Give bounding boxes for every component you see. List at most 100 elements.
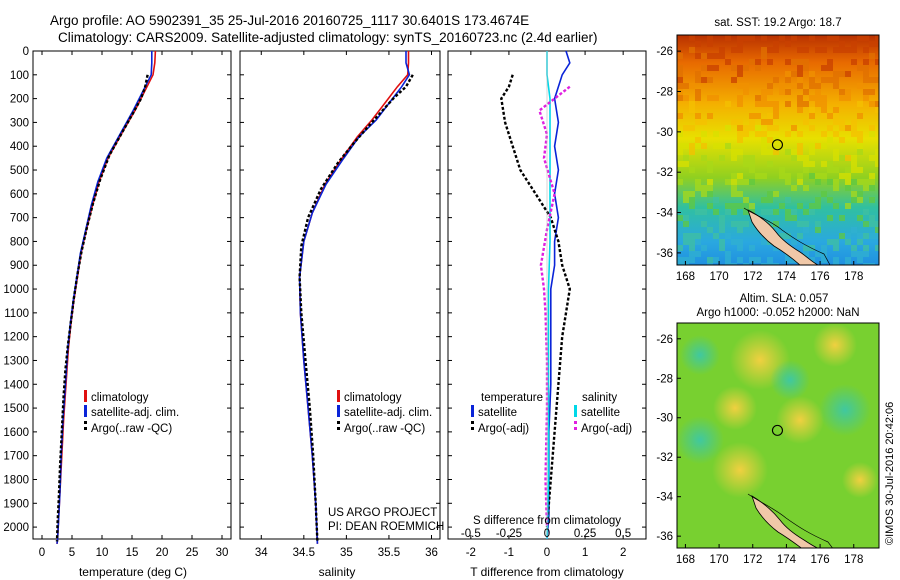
sst-pixel [701,245,707,251]
sst-pixel [851,41,857,47]
sst-pixel [683,197,689,203]
sla-map-image [677,323,879,548]
sst-pixel [803,65,809,71]
sst-pixel [695,233,701,239]
lat-tick-label: -32 [656,167,673,179]
sst-pixel [815,173,821,179]
sst-pixel [773,77,779,83]
sst-pixel [815,203,821,209]
sst-pixel [719,239,725,245]
sst-pixel [731,119,737,125]
sst-pixel [869,221,875,227]
sla-anomaly-blob [680,335,720,375]
legend-swatch-sal-argo-2 [574,427,577,430]
depth-tick-label: 100 [10,70,29,82]
sst-pixel [839,89,845,95]
sst-pixel [701,185,707,191]
sst-pixel [749,179,755,185]
s-difference-label: S difference from climatology [473,515,621,527]
sst-pixel [683,161,689,167]
sst-pixel [821,143,827,149]
sst-pixel [707,161,713,167]
sst-pixel [725,263,731,265]
sst-pixel [851,227,857,233]
sst-pixel [797,233,803,239]
sst-pixel [869,77,875,83]
sst-pixel [875,233,879,239]
sst-pixel [761,149,767,155]
sst-pixel [737,245,743,251]
sst-pixel [707,77,713,83]
sst-pixel [731,155,737,161]
sst-pixel [803,101,809,107]
sst-pixel [869,215,875,221]
difference-depth-ticks [448,50,646,528]
sst-pixel [833,83,839,89]
sst-pixel [683,221,689,227]
sst-pixel [683,95,689,101]
sst-pixel [821,65,827,71]
lon-tick-label: 174 [777,271,797,283]
depth-tick-label: 800 [10,236,29,248]
sst-pixel [797,65,803,71]
sst-pixel [767,83,773,89]
sst-pixel [869,179,875,185]
sst-pixel [869,155,875,161]
sst-pixel [767,257,773,263]
sst-pixel [875,149,879,155]
legend-label-climatology: climatology [91,392,149,404]
sst-pixel [701,77,707,83]
sst-pixel [797,143,803,149]
sst-pixel [827,161,833,167]
sst-pixel [707,191,713,197]
sst-pixel [779,167,785,173]
sst-pixel [707,95,713,101]
sst-pixel [845,155,851,161]
sst-pixel [833,245,839,251]
sst-pixel [689,149,695,155]
s-diff-tick-label: 0 [544,528,550,540]
x-tick-label: 35 [340,547,353,559]
sst-pixel [833,167,839,173]
sst-pixel [863,77,869,83]
sst-pixel [815,197,821,203]
sst-pixel [773,47,779,53]
temperature-plot-frame [32,50,232,540]
sst-pixel [725,233,731,239]
salinity-legend: climatology satellite-adj. clim. Argo(..… [337,390,432,435]
sst-pixel [785,257,791,263]
x-tick-label: 34.5 [293,547,315,559]
sst-pixel [695,179,701,185]
sst-pixel [869,41,875,47]
sst-pixel [749,59,755,65]
sst-pixel [845,239,851,245]
sst-pixel [701,209,707,215]
sst-pixel [689,257,695,263]
legend-label-temp-satellite: satellite [478,407,517,419]
sst-pixel [791,83,797,89]
legend-label-argo: Argo(..raw -QC) [91,423,172,435]
sst-pixel [773,221,779,227]
sst-pixel [713,65,719,71]
sst-pixel [863,263,869,265]
sst-pixel [737,257,743,263]
sst-pixel [677,245,683,251]
sst-pixel [689,83,695,89]
sst-pixel [731,185,737,191]
sst-pixel [767,113,773,119]
sst-pixel [725,143,731,149]
sst-pixel [737,173,743,179]
sst-pixel [761,209,767,215]
sst-pixel [833,185,839,191]
sst-pixel [743,197,749,203]
lat-tick-label: -26 [656,334,673,346]
legend-title-temperature: temperature [481,392,543,404]
sst-pixel [839,233,845,239]
sst-pixel [869,125,875,131]
sst-pixel [785,59,791,65]
sst-pixel [791,149,797,155]
sst-pixel [719,53,725,59]
sst-pixel [755,257,761,263]
sst-pixel [815,251,821,257]
sst-pixel [749,155,755,161]
